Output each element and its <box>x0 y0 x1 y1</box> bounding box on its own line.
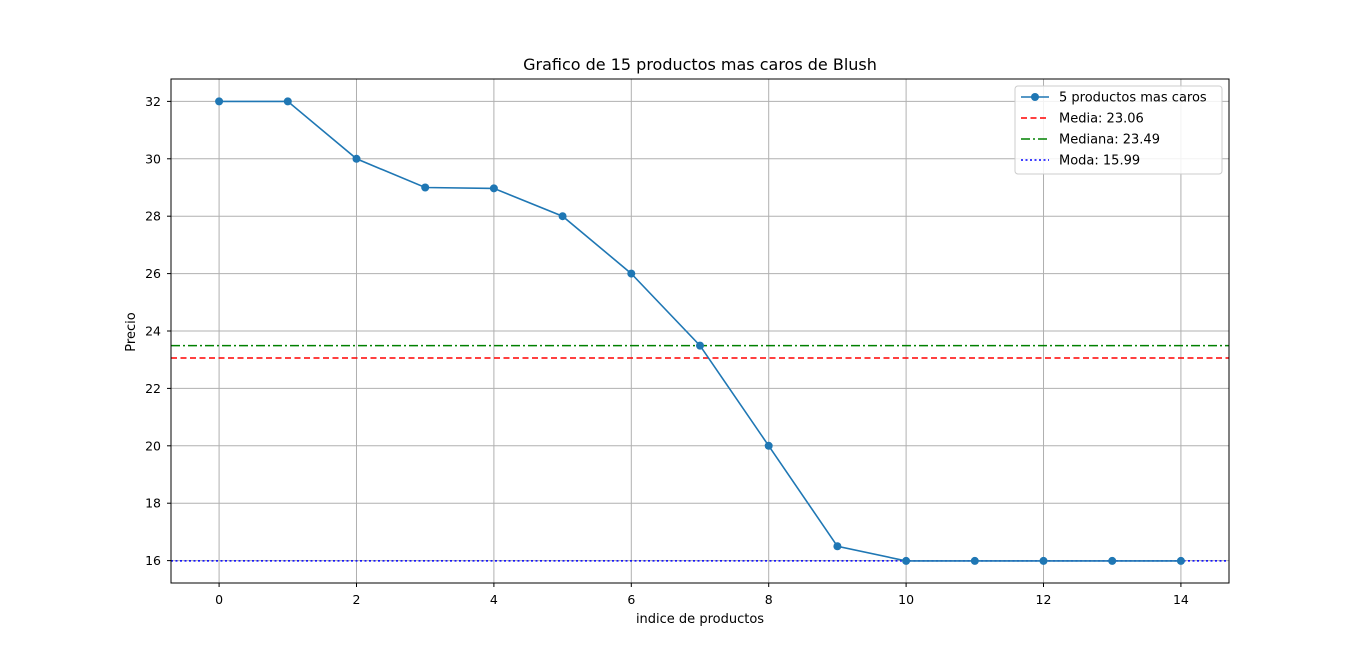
data-point <box>902 556 911 565</box>
x-tick-label: 4 <box>490 592 498 607</box>
legend: 5 productos mas caros Media: 23.06 Mediana… <box>1014 85 1223 175</box>
x-axis: 0 2 4 6 8 10 12 14 <box>215 583 1189 607</box>
y-tick-label: 26 <box>145 266 161 281</box>
y-tick-label: 16 <box>145 553 161 568</box>
data-point <box>489 184 498 193</box>
y-axis-label: Precio <box>124 312 139 351</box>
legend-box <box>1014 85 1223 175</box>
x-tick-label: 14 <box>1173 592 1189 607</box>
y-tick-label: 30 <box>145 151 161 166</box>
x-tick-label: 2 <box>353 592 361 607</box>
data-point <box>1108 556 1117 565</box>
x-tick-label: 0 <box>215 592 223 607</box>
data-point <box>558 212 567 221</box>
data-point <box>970 556 979 565</box>
legend-label: Moda: 15.99 <box>1059 154 1140 169</box>
y-tick-label: 28 <box>145 209 161 224</box>
legend-label: 5 productos mas caros <box>1059 91 1207 106</box>
y-tick-label: 18 <box>145 496 161 511</box>
data-point <box>215 97 224 106</box>
data-point <box>421 183 430 192</box>
y-tick-label: 24 <box>145 324 161 339</box>
data-point <box>1176 556 1185 565</box>
x-tick-label: 8 <box>765 592 773 607</box>
x-axis-label: indice de productos <box>636 612 764 627</box>
chart-title: Grafico de 15 productos mas caros de Blu… <box>523 55 877 74</box>
data-point <box>283 97 292 106</box>
data-point <box>1039 556 1048 565</box>
y-tick-label: 20 <box>145 438 161 453</box>
data-point <box>696 341 704 350</box>
x-tick-label: 6 <box>627 592 635 607</box>
y-axis: 16 18 20 22 24 26 28 30 32 <box>145 94 171 568</box>
data-point <box>764 441 773 450</box>
y-tick-label: 22 <box>145 381 161 396</box>
y-tick-label: 32 <box>145 94 161 109</box>
x-tick-label: 12 <box>1036 592 1052 607</box>
data-point <box>627 269 636 278</box>
data-point <box>352 154 361 163</box>
legend-label: Media: 23.06 <box>1059 112 1144 127</box>
x-tick-label: 10 <box>898 592 914 607</box>
series-layer <box>215 97 1185 565</box>
data-point <box>833 542 842 551</box>
legend-marker-swatch <box>1031 93 1039 101</box>
legend-label: Mediana: 23.49 <box>1059 133 1160 148</box>
